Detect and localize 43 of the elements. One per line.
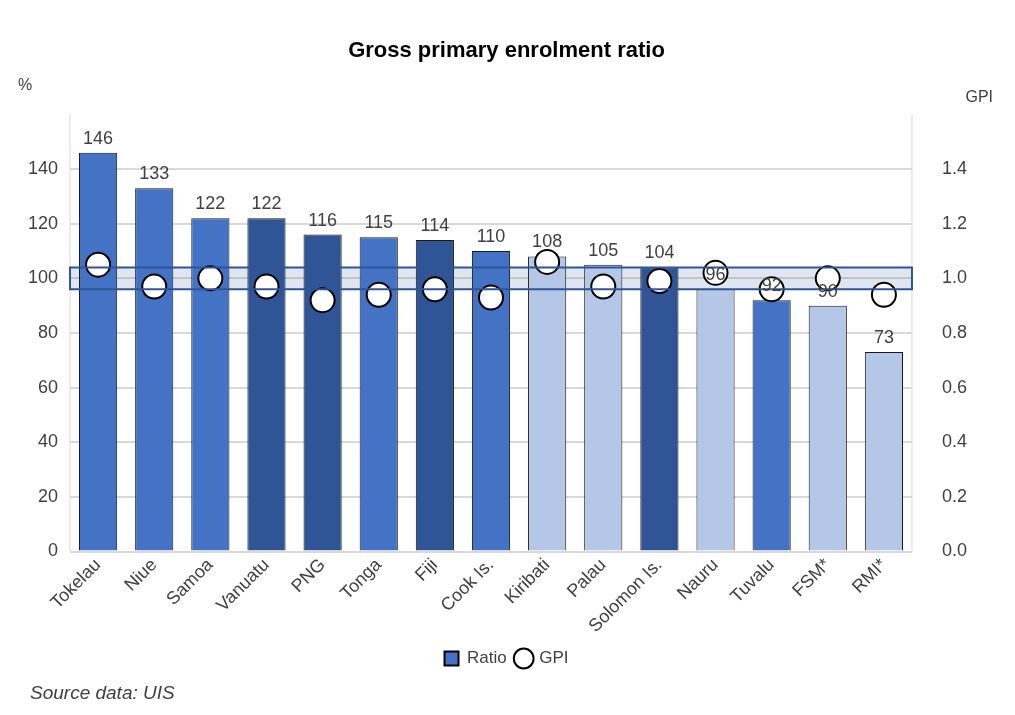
data-label: 108 bbox=[532, 231, 563, 252]
data-label: 114 bbox=[420, 215, 450, 236]
data-label: 115 bbox=[364, 212, 394, 233]
point bbox=[646, 268, 673, 295]
data-label: 122 bbox=[251, 193, 282, 214]
point bbox=[197, 265, 224, 292]
y2-axis-title: GPI bbox=[965, 88, 993, 106]
legend-label: Ratio bbox=[467, 648, 507, 668]
source-note: Source data: UIS bbox=[30, 681, 176, 703]
y2-tick-label: 0.4 bbox=[941, 431, 968, 452]
chart-title: Gross primary enrolment ratio bbox=[348, 37, 665, 63]
point bbox=[534, 248, 561, 275]
y2-tick-label: 1.2 bbox=[941, 212, 968, 233]
y2-tick-label: 1.4 bbox=[941, 158, 968, 179]
point bbox=[478, 284, 505, 311]
data-label: 96 bbox=[705, 264, 726, 285]
y-tick-label: 20 bbox=[38, 485, 59, 506]
y2-tick-label: 1.0 bbox=[941, 267, 968, 288]
legend-label: GPI bbox=[539, 648, 569, 668]
y2-tick-label: 0.6 bbox=[941, 376, 968, 397]
y-axis-title: % bbox=[18, 76, 33, 94]
data-label: 116 bbox=[308, 209, 337, 230]
y2-tick-label: 0.0 bbox=[941, 540, 968, 561]
y2-tick-label: 0.2 bbox=[941, 485, 968, 506]
y-tick-label: 120 bbox=[27, 212, 59, 233]
data-label: 104 bbox=[644, 242, 675, 263]
y-tick-label: 100 bbox=[27, 267, 59, 288]
x-tick-label: Niue bbox=[120, 554, 161, 595]
point bbox=[365, 281, 392, 308]
y-tick-label: 0 bbox=[48, 540, 59, 561]
data-label: 110 bbox=[476, 225, 506, 246]
y-tick-label: 140 bbox=[27, 158, 59, 179]
data-label: 105 bbox=[588, 239, 619, 260]
data-label: 133 bbox=[139, 163, 170, 184]
data-label: 122 bbox=[195, 193, 226, 214]
point bbox=[309, 287, 336, 314]
y-tick-label: 40 bbox=[38, 431, 59, 452]
y2-tick-label: 0.8 bbox=[941, 321, 968, 342]
x-tick-label: Fiji bbox=[410, 554, 442, 585]
y-tick-label: 60 bbox=[38, 376, 59, 397]
y-tick-label: 80 bbox=[38, 321, 59, 342]
data-label: 146 bbox=[83, 127, 114, 148]
data-label: 73 bbox=[873, 327, 894, 348]
